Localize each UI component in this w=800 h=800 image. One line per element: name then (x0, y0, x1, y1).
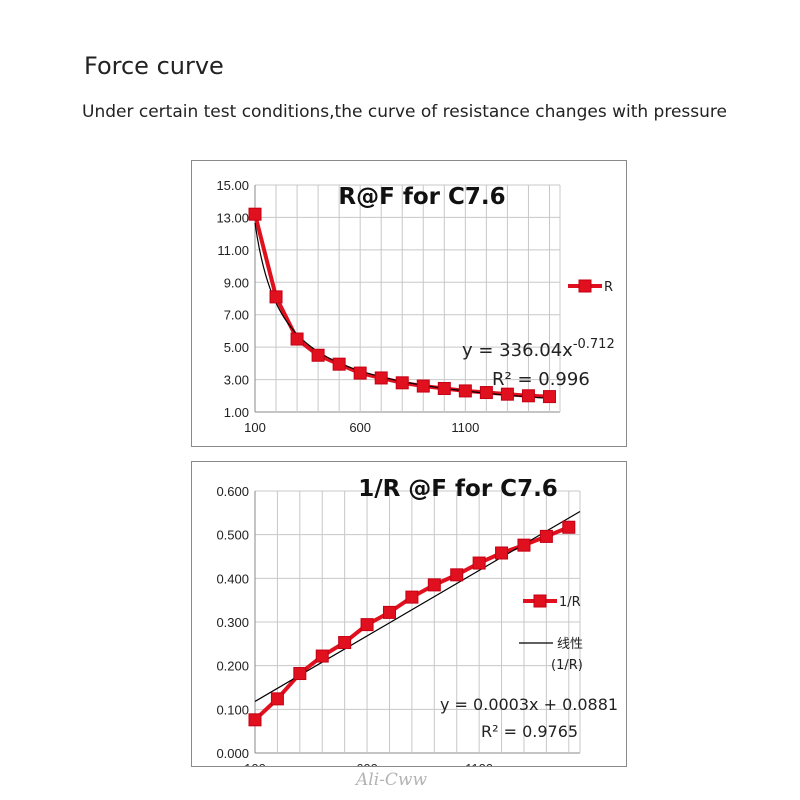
x-tick-label: 100 (244, 761, 266, 766)
equation-main: y = 0.0003x + 0.0881 (440, 695, 618, 714)
data-point (562, 520, 576, 534)
legend-label: R (604, 280, 613, 295)
legend-swatch-marker (578, 279, 592, 293)
data-point (353, 366, 367, 380)
data-point (495, 546, 509, 560)
chart-panel-conductance: 0.000 0.100 0.200 0.300 0.400 0.500 0.600 100 60… (191, 461, 627, 767)
chart-title: R@F for C7.6 (338, 184, 505, 210)
data-point (332, 357, 346, 371)
data-point (458, 384, 472, 398)
legend-trend-label-sub: (1/R) (551, 658, 583, 673)
y-tick-label: 0.600 (216, 484, 249, 499)
y-tick-label: 0.500 (216, 528, 249, 543)
data-point (521, 389, 535, 403)
y-tick-label: 13.00 (216, 210, 249, 225)
x-tick-label: 600 (349, 420, 371, 435)
data-point (450, 568, 464, 582)
data-point (290, 332, 304, 346)
data-point (311, 348, 325, 362)
chart-conductance-vs-force: 0.000 0.100 0.200 0.300 0.400 0.500 0.600 100 60… (216, 476, 618, 766)
y-tick-label: 11.00 (217, 243, 249, 258)
chart-resistance-vs-force: 1.00 3.00 5.00 7.00 9.00 11.00 13.00 15.00 100 60… (216, 178, 615, 435)
y-tick-label: 0.200 (216, 659, 249, 674)
data-point (405, 590, 419, 604)
chart-title: 1/R @F for C7.6 (358, 476, 558, 502)
chart-panel-resistance: 1.00 3.00 5.00 7.00 9.00 11.00 13.00 15.00 100 60… (191, 160, 627, 447)
data-point (360, 618, 374, 632)
y-tick-label: 0.000 (216, 746, 249, 761)
data-point (315, 649, 329, 663)
y-tick-label: 15.00 (216, 178, 249, 193)
y-tick-label: 0.300 (216, 615, 249, 630)
watermark-signature: Ali-Cww (356, 770, 428, 790)
legend-swatch-marker (533, 594, 547, 608)
data-point (542, 390, 556, 404)
data-point (539, 529, 553, 543)
page-subtitle: Under certain test conditions,the curve … (82, 102, 727, 122)
data-point (382, 605, 396, 619)
x-tick-label: 600 (356, 761, 378, 766)
data-point (248, 207, 262, 221)
y-tick-label: 5.00 (224, 340, 249, 355)
data-point (479, 386, 493, 400)
data-point (437, 381, 451, 395)
y-tick-label: 9.00 (224, 275, 249, 290)
data-point (472, 556, 486, 570)
x-tick-label: 1100 (451, 420, 479, 435)
trendline-r-squared: R² = 0.9765 (481, 722, 578, 741)
data-point (427, 578, 441, 592)
trendline-equation: y = 0.0003x + 0.0881 (440, 695, 618, 714)
data-point (395, 376, 409, 390)
y-tick-label: 1.00 (224, 405, 249, 420)
y-tick-label: 7.00 (224, 308, 249, 323)
x-tick-label: 100 (244, 420, 266, 435)
data-point (416, 379, 430, 393)
data-point (293, 667, 307, 681)
trendline-equation: y = 336.04x-0.712 (462, 337, 615, 361)
y-tick-label: 0.100 (216, 702, 249, 717)
trendline-r-squared: R² = 0.996 (492, 369, 590, 390)
legend-trend-label: 线性 (557, 637, 583, 652)
data-point (517, 538, 531, 552)
data-point (270, 692, 284, 706)
data-point (248, 713, 262, 727)
data-point (500, 387, 514, 401)
data-point (374, 371, 388, 385)
y-tick-label: 0.400 (216, 571, 249, 586)
data-point (338, 636, 352, 650)
y-tick-label: 3.00 (224, 373, 249, 388)
equation-main: y = 336.04x (462, 340, 573, 361)
legend-label: 1/R (559, 595, 581, 610)
x-tick-label: 1100 (465, 761, 493, 766)
data-point (269, 290, 283, 304)
page-title: Force curve (84, 52, 224, 80)
equation-exponent: -0.712 (573, 337, 615, 352)
